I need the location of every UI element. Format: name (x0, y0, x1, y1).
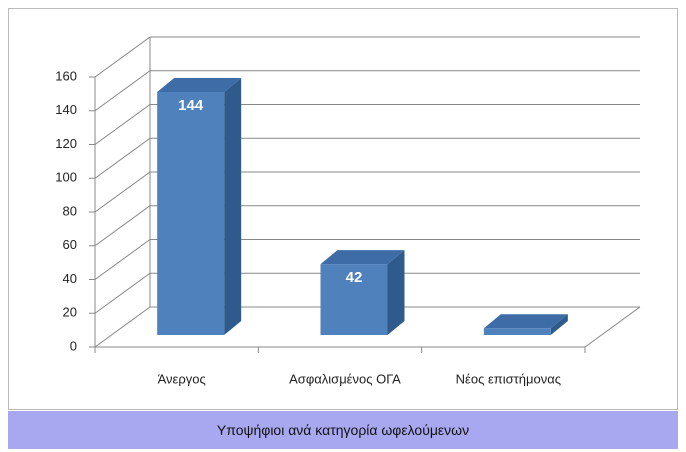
bar-side (387, 250, 405, 335)
y-tick-label: 20 (63, 305, 77, 320)
bar-top (483, 314, 568, 329)
bar (320, 264, 388, 335)
grid-line (94, 306, 640, 348)
chart: 0 20 40 60 80 100 120 140 160 144 Άνεργος 42 Ασφαλισ… (8, 8, 678, 410)
y-tick-label: 80 (63, 203, 77, 218)
bar (157, 92, 225, 335)
y-tick-label: 140 (55, 102, 77, 117)
grid-line (94, 36, 640, 78)
x-tick-label: Άνεργος (158, 371, 206, 386)
x-tick-label: Ασφαλισμένος ΟΓΑ (289, 371, 401, 386)
x-tick-label: Νέος επιστήμονας (456, 371, 561, 386)
bar (483, 328, 551, 335)
value-label: 144 (178, 97, 204, 114)
grid-line (94, 70, 640, 112)
bar-side (224, 78, 242, 335)
bar-top (320, 250, 405, 265)
y-tick-label: 120 (55, 136, 77, 151)
grid-line (94, 104, 640, 145)
grid-line (94, 171, 640, 213)
grid-line (94, 239, 640, 280)
y-tick-label: 40 (63, 271, 77, 286)
value-label: 42 (346, 269, 363, 286)
grid-line (94, 205, 640, 247)
y-tick-label: 0 (70, 338, 77, 353)
bar-side (550, 314, 568, 335)
grid-line (94, 272, 640, 314)
bar-top (157, 78, 242, 92)
y-tick-label: 100 (55, 170, 77, 185)
chart-border (8, 8, 678, 410)
grid-line (94, 137, 640, 179)
caption: Υποψήφιοι ανά κατηγορία ωφελούμενων (8, 411, 678, 449)
y-tick-label: 60 (63, 237, 77, 252)
y-tick-label: 160 (55, 68, 77, 83)
value-label: 4 (513, 333, 522, 350)
